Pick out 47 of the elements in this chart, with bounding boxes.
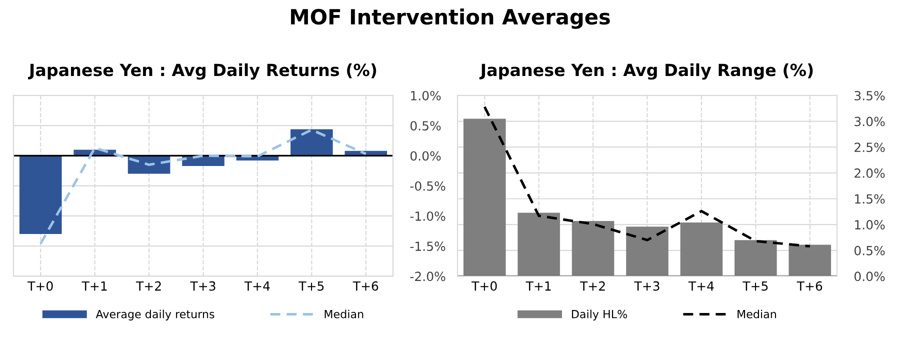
line-series xyxy=(39,128,368,245)
y-tick-label: -1.0% xyxy=(410,211,446,221)
legend-label: Average daily returns xyxy=(96,310,214,320)
y-tick-label: 1.5% xyxy=(855,194,885,204)
legend-label: Median xyxy=(738,310,776,318)
x-tick-label: T+1 xyxy=(82,281,107,291)
y-tick-label: 0.5% xyxy=(854,246,885,256)
x-tick-label: T+2 xyxy=(136,281,161,291)
y-tick-label: -0.5% xyxy=(410,181,446,191)
x-tick-label: T+5 xyxy=(298,281,324,291)
bar xyxy=(19,156,62,234)
x-tick-label: T+1 xyxy=(526,281,551,291)
legend-label: Median xyxy=(324,310,364,318)
y-tick-label: 1.0% xyxy=(855,220,885,230)
y-tick-label: -1.5% xyxy=(410,242,446,252)
x-tick-label: T+5 xyxy=(742,281,768,291)
bar xyxy=(463,118,506,276)
y-tick-label: 0.0% xyxy=(854,272,885,282)
chart-subtitle: Japanese Yen : Avg Daily Range (%) xyxy=(479,63,813,80)
bar xyxy=(626,226,668,276)
bar xyxy=(734,240,777,276)
y-tick-label: -2.0% xyxy=(410,272,446,282)
x-tick-label: T+4 xyxy=(244,281,270,291)
x-tick-label: T+2 xyxy=(580,281,605,291)
bar xyxy=(680,222,723,276)
x-tick-label: T+0 xyxy=(28,281,53,291)
y-tick-label: 2.0% xyxy=(854,168,885,178)
x-tick-label: T+4 xyxy=(688,281,714,291)
bar xyxy=(290,129,333,156)
y-tick-label: 0.0% xyxy=(410,151,441,161)
y-tick-label: 2.5% xyxy=(854,142,885,152)
line-series xyxy=(483,106,812,248)
x-tick-label: T+0 xyxy=(472,281,497,291)
bar xyxy=(518,212,560,276)
x-tick-label: T+6 xyxy=(796,281,822,291)
x-tick-label: T+3 xyxy=(634,281,660,291)
y-tick-label: 0.5% xyxy=(410,121,441,131)
chart-subtitle: Japanese Yen : Avg Daily Returns (%) xyxy=(28,63,376,80)
bar xyxy=(572,220,614,276)
legend-label: Daily HL% xyxy=(572,310,628,320)
y-tick-label: 1.0% xyxy=(411,90,441,100)
bar xyxy=(788,244,832,276)
x-tick-label: T+6 xyxy=(352,281,378,291)
y-tick-label: 3.5% xyxy=(854,90,885,100)
text: MOF Intervention Averages xyxy=(291,8,610,29)
y-tick-label: 3.0% xyxy=(854,116,885,126)
x-tick-label: T+3 xyxy=(190,281,216,291)
